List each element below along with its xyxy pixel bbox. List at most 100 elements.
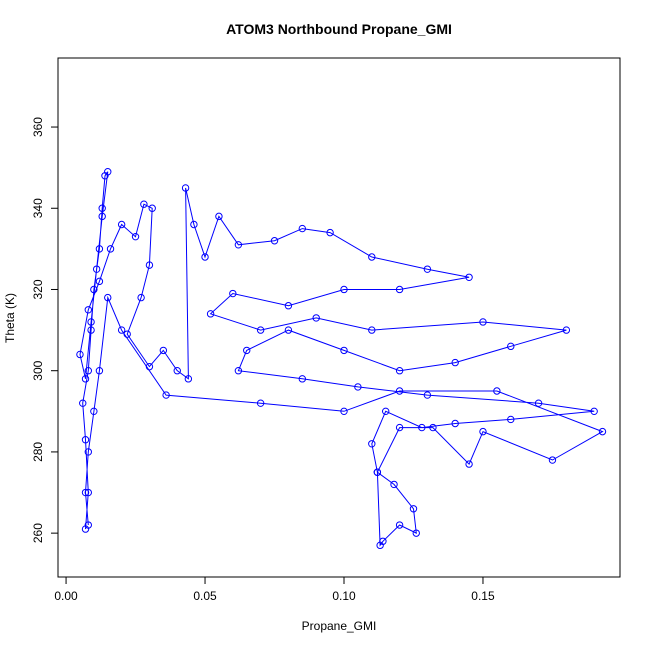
point xyxy=(451,358,459,367)
point xyxy=(507,342,515,351)
point xyxy=(493,387,501,395)
point xyxy=(395,521,404,529)
point xyxy=(123,330,131,338)
y-tick-label: 340 xyxy=(31,198,45,218)
point xyxy=(173,366,181,375)
y-axis-label: Theta (K) xyxy=(3,293,17,343)
x-tick-label: 0.10 xyxy=(332,589,356,603)
chart-title: ATOM3 Northbound Propane_GMI xyxy=(226,21,452,37)
point xyxy=(81,375,90,383)
point xyxy=(234,366,243,375)
point xyxy=(84,488,92,497)
point xyxy=(340,285,348,294)
y-tick-label: 320 xyxy=(31,279,45,299)
point xyxy=(201,253,209,261)
plot-frame xyxy=(57,57,621,578)
x-axis-label: Propane_GMI xyxy=(302,619,377,633)
point xyxy=(243,346,251,355)
point xyxy=(81,436,90,444)
point xyxy=(190,220,198,229)
point xyxy=(479,427,487,436)
point xyxy=(479,318,487,326)
point xyxy=(326,228,334,237)
point xyxy=(148,204,156,212)
point xyxy=(507,415,515,424)
point xyxy=(465,273,473,281)
point xyxy=(117,220,126,229)
point xyxy=(381,407,390,416)
point xyxy=(376,541,384,550)
point xyxy=(562,326,571,334)
point xyxy=(418,423,426,432)
point xyxy=(270,237,279,245)
point xyxy=(256,326,265,334)
point xyxy=(312,314,320,322)
point xyxy=(117,326,126,334)
point xyxy=(598,427,607,436)
x-tick-label: 0.05 xyxy=(193,589,217,603)
point xyxy=(284,326,293,334)
point xyxy=(95,277,104,286)
point xyxy=(145,362,154,371)
point xyxy=(340,346,348,355)
point xyxy=(423,265,432,273)
point xyxy=(145,261,154,269)
point xyxy=(79,399,87,407)
point xyxy=(395,366,404,375)
point xyxy=(95,366,104,375)
point xyxy=(395,423,404,432)
y-tick-label: 280 xyxy=(31,442,45,462)
point xyxy=(87,318,95,326)
point xyxy=(76,350,84,359)
point xyxy=(90,407,98,416)
point xyxy=(84,521,92,529)
point xyxy=(298,375,307,383)
point xyxy=(429,423,437,432)
point xyxy=(181,184,190,192)
point xyxy=(412,529,420,537)
point xyxy=(368,253,376,261)
point xyxy=(409,505,418,513)
point xyxy=(106,245,115,253)
point xyxy=(104,168,112,176)
y-tick-label: 260 xyxy=(31,523,45,543)
point xyxy=(92,265,101,273)
point xyxy=(87,326,95,334)
point xyxy=(465,460,473,468)
point xyxy=(390,480,398,489)
point xyxy=(84,306,92,314)
point xyxy=(140,200,148,208)
point xyxy=(340,407,348,416)
point xyxy=(256,399,265,407)
point xyxy=(298,224,307,233)
point xyxy=(451,419,459,428)
point xyxy=(395,387,404,395)
point xyxy=(548,456,557,464)
point xyxy=(215,212,223,221)
point xyxy=(206,310,215,318)
point xyxy=(423,391,432,399)
x-tick-label: 0.15 xyxy=(471,589,495,603)
x-tick-label: 0.00 xyxy=(54,589,78,603)
point xyxy=(84,448,92,456)
series-line xyxy=(79,171,604,547)
point xyxy=(162,391,170,399)
point xyxy=(234,241,243,249)
point xyxy=(104,293,112,302)
y-tick-label: 360 xyxy=(31,117,45,137)
point xyxy=(368,440,376,448)
point xyxy=(229,289,237,298)
point xyxy=(590,407,598,416)
y-tick-label: 300 xyxy=(31,360,45,380)
point xyxy=(159,346,168,355)
point xyxy=(534,399,543,407)
point xyxy=(395,285,404,294)
point xyxy=(373,468,382,476)
point xyxy=(284,302,293,310)
point xyxy=(184,375,193,383)
point xyxy=(84,366,92,375)
point xyxy=(90,285,98,294)
point xyxy=(98,204,106,212)
point xyxy=(95,245,104,253)
